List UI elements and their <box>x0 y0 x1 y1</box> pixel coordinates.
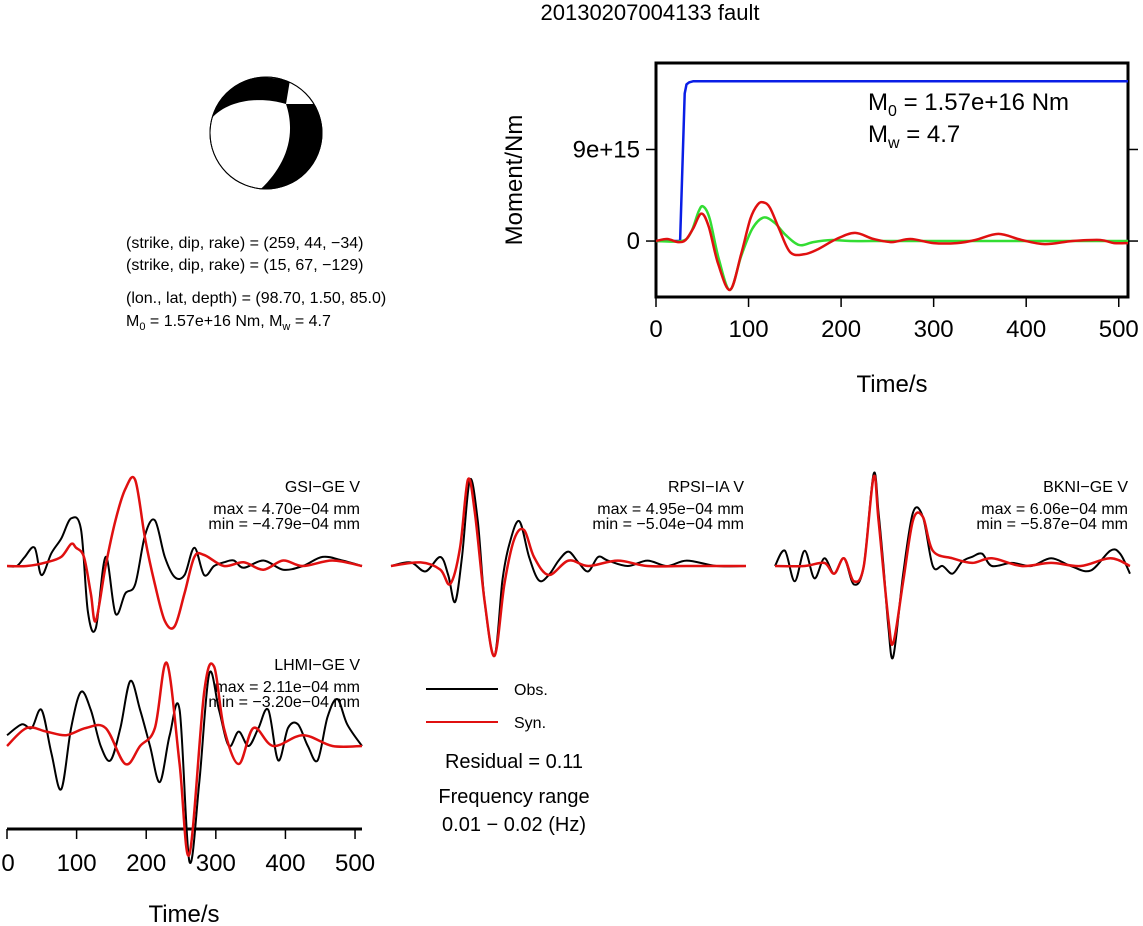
plane2-text: (strike, dip, rake) = (15, 67, −129) <box>126 257 363 274</box>
frequency-label: Frequency range <box>438 786 589 808</box>
station-label: LHMI−GE V <box>274 657 360 674</box>
moment-xtick-label: 200 <box>821 316 861 343</box>
wave-xtick-label: 300 <box>196 850 236 877</box>
wave-xlabel: Time/s <box>148 901 219 926</box>
legend: Obs. Syn. Residual = 0.11 Frequency rang… <box>426 682 590 836</box>
waveform-bkni-ge-v: BKNI−GE V max = 6.06e−04 mm min = −5.87e… <box>774 471 1131 660</box>
wave-xtick-label: 0 <box>1 850 14 877</box>
figure-title: 20130207004133 fault <box>541 0 760 25</box>
moment-ytick-label: 0 <box>627 228 640 255</box>
moment-xtick-label: 0 <box>649 316 662 343</box>
observed-trace <box>774 471 1131 660</box>
location-text: (lon., lat, depth) = (98.70, 1.50, 85.0) <box>126 290 386 307</box>
plane1-text: (strike, dip, rake) = (259, 44, −34) <box>126 235 363 252</box>
residual-text: Residual = 0.11 <box>445 751 583 773</box>
m0-annotation: M0 = 1.57e+16 Nm <box>868 89 1069 120</box>
moment-line <box>656 80 1128 243</box>
moment-text: M0 = 1.57e+16 Nm, Mw = 4.7 <box>126 313 331 333</box>
beach-ball-icon <box>209 76 323 190</box>
station-label: RPSI−IA V <box>668 479 744 496</box>
station-label: GSI−GE V <box>285 479 360 496</box>
synthetic-trace <box>774 474 1131 646</box>
min-label: min = −3.20e−04 mm <box>208 694 360 711</box>
wave-xtick-label: 400 <box>265 850 305 877</box>
moment-xlabel: Time/s <box>856 371 927 398</box>
observed-trace <box>6 516 363 633</box>
legend-syn-label: Syn. <box>514 715 546 732</box>
mw-annotation: Mw = 4.7 <box>868 121 960 152</box>
wave-xtick-label: 500 <box>335 850 375 877</box>
moment-xtick-label: 400 <box>1006 316 1046 343</box>
moment-ylabel: Moment/Nm <box>501 115 528 246</box>
min-label: min = −4.79e−04 mm <box>208 516 360 533</box>
waveform-rpsi-ia-v: RPSI−IA V max = 4.95e−04 mm min = −5.04e… <box>390 477 747 658</box>
max-label: max = 2.11e−04 mm <box>214 679 360 696</box>
synthetic-trace <box>6 661 363 857</box>
synthetic-trace <box>390 477 746 658</box>
max-label: max = 4.95e−04 mm <box>597 501 744 518</box>
synthetic-trace <box>6 475 363 630</box>
moment-rate-line <box>655 204 1128 292</box>
moment-chart-frame <box>654 61 1130 299</box>
moment-ytick-label: 9e+15 <box>573 136 640 163</box>
waveform-lhmi-ge-v: LHMI−GE V max = 2.11e−04 mm min = −3.20e… <box>1 657 375 926</box>
max-label: max = 4.70e−04 mm <box>213 501 360 518</box>
legend-obs-label: Obs. <box>514 682 548 699</box>
min-label: min = −5.04e−04 mm <box>592 516 744 533</box>
moment-xtick-label: 100 <box>729 316 769 343</box>
station-label: BKNI−GE V <box>1043 479 1128 496</box>
wave-xtick-label: 200 <box>126 850 166 877</box>
moment-xtick-label: 500 <box>1099 316 1139 343</box>
moment-rate-smoothed-line <box>655 200 1129 292</box>
frequency-value: 0.01 − 0.02 (Hz) <box>442 814 586 836</box>
min-label: min = −5.87e−04 mm <box>976 516 1128 533</box>
waveform-gsi-ge-v: GSI−GE V max = 4.70e−04 mm min = −4.79e−… <box>6 475 363 633</box>
moment-xtick-label: 300 <box>914 316 954 343</box>
max-label: max = 6.06e−04 mm <box>981 501 1128 518</box>
observed-trace <box>390 477 747 657</box>
observed-trace <box>6 670 363 865</box>
wave-xtick-label: 100 <box>57 850 97 877</box>
